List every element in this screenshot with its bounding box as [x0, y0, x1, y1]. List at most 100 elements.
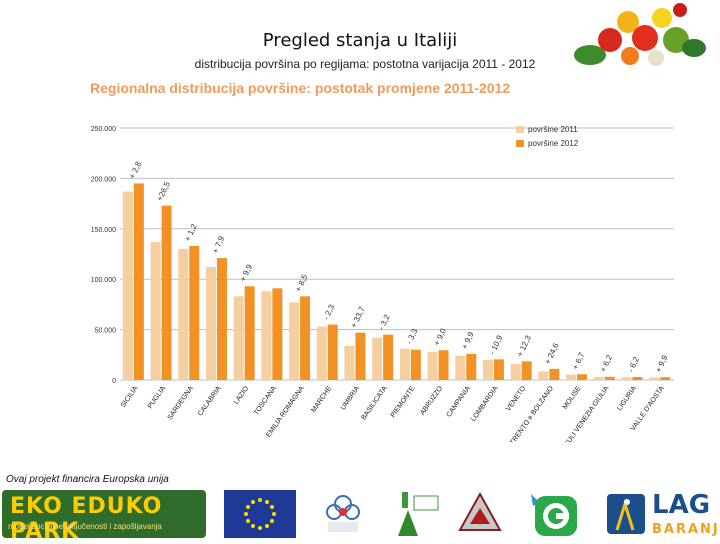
data-label: + 9,9: [654, 353, 670, 374]
bar: [327, 324, 338, 380]
data-label: - 10,9: [488, 333, 505, 356]
bar: [355, 332, 366, 380]
bar: [455, 355, 466, 380]
data-label: + 6,2: [598, 353, 614, 374]
flower-logo: [326, 495, 360, 532]
bar: [593, 376, 604, 380]
data-label: + 12,3: [515, 334, 533, 359]
bar: [300, 296, 311, 380]
eko-eduko-park-logo: EKO EDUKO PARK model socijalne uključeno…: [2, 490, 206, 544]
lag-logo-title: LAG: [652, 490, 711, 520]
eu-funding-note: Ovaj projekt financira Europska unija: [6, 474, 169, 485]
bar: [161, 205, 172, 380]
bar: [649, 377, 660, 380]
y-tick-label: 0: [112, 378, 116, 385]
data-label: - 3,2: [377, 313, 392, 332]
bar: [660, 377, 671, 380]
bar: [510, 363, 521, 380]
bar: [133, 183, 144, 380]
x-tick-label: MOLISE: [562, 385, 583, 411]
x-tick-label: PUGLIA: [147, 385, 168, 410]
lag-logo-subtitle: BARANJA: [652, 522, 720, 537]
x-tick-label: LAZIO: [233, 385, 251, 406]
bar: [493, 359, 504, 380]
page-title: Pregled stanja u Italiji: [262, 30, 458, 51]
bar: [482, 359, 493, 380]
bar: [122, 191, 133, 380]
data-label: - 2,3: [321, 303, 336, 322]
bar: [621, 377, 632, 380]
bar: [466, 353, 477, 380]
data-label: + 8,5: [294, 273, 310, 294]
x-tick-label: UMBRIA: [340, 385, 362, 412]
x-tick-label: SICILIA: [120, 385, 140, 409]
bar: [438, 350, 449, 380]
data-label: - 6,2: [626, 355, 641, 374]
bar: [399, 348, 410, 380]
x-tick-label: TOSCANA: [253, 385, 278, 417]
data-label: + 7,9: [211, 234, 227, 255]
eko-logo-subtitle: model socijalne uključenosti i zapošljav…: [8, 522, 162, 531]
data-label: + 2,8: [128, 160, 144, 181]
data-label: +26,5: [155, 180, 172, 203]
data-label: + 6,7: [571, 350, 587, 371]
bar: [538, 371, 549, 380]
vegetables-image: [574, 3, 706, 66]
data-label: + 9,9: [460, 330, 476, 351]
x-tick-label: BASILICATA: [360, 385, 389, 422]
legend-label: površine 2012: [528, 139, 579, 148]
crest-logo: [458, 491, 502, 531]
bar: [521, 361, 532, 380]
bar: [205, 267, 216, 380]
bar: [233, 296, 244, 380]
eko-logo-title: EKO EDUKO PARK: [10, 494, 163, 544]
legend-swatch: [516, 140, 524, 147]
data-label: + 24,6: [543, 341, 561, 366]
bar: [316, 326, 327, 380]
x-tick-label: VENETO: [505, 385, 527, 413]
y-tick-label: 50.000: [95, 328, 117, 335]
bar: [577, 374, 588, 380]
y-tick-label: 150.000: [91, 227, 116, 234]
y-tick-label: 250.000: [91, 126, 116, 133]
x-tick-label: SARDEGNA: [167, 385, 195, 421]
bar: [189, 245, 200, 380]
bar: [549, 368, 560, 380]
bar-chart: 0 50.000 100.000 150.000 200.000 250.000 + 2,8…: [91, 125, 674, 442]
x-tick-label: LOMBARDIA: [470, 385, 500, 423]
bar: [261, 291, 272, 380]
bar: [289, 302, 300, 380]
bar: [383, 334, 394, 380]
lag-baranja-logo: [607, 494, 645, 534]
legend-swatch: [516, 126, 524, 133]
page-subtitle: distribucija površina po regijama: posto…: [194, 57, 536, 71]
data-label: + 1,2: [183, 222, 199, 243]
bar: [372, 337, 383, 380]
x-tick-label: LIGURIA: [616, 385, 638, 412]
data-label: + 9,9: [238, 262, 254, 283]
x-tick-label: CALABRIA: [197, 385, 223, 418]
bar: [216, 258, 227, 380]
x-tick-label: FRIULI VENEZIA GIULIA: [560, 385, 611, 442]
bar: [604, 376, 615, 380]
x-tick-label: ABRUZZO: [419, 385, 444, 417]
y-tick-label: 200.000: [91, 176, 116, 183]
y-tick-label: 100.000: [91, 277, 116, 284]
bar: [427, 351, 438, 380]
bar: [632, 376, 643, 380]
x-tick-label: MARCHE: [310, 385, 333, 414]
bar: [272, 288, 283, 380]
x-tick-label: P.A. TRENTO e BOLZANO: [501, 385, 555, 442]
poljoprivredni-logo: [398, 492, 439, 536]
x-tick-label: PIEMONTE: [390, 385, 417, 419]
eu-flag-logo: [224, 490, 296, 538]
bar: [344, 345, 355, 380]
bar: [244, 286, 255, 380]
bar: [178, 248, 189, 380]
bar: [566, 374, 577, 380]
bar: [150, 241, 161, 380]
legend-label: površine 2011: [528, 125, 578, 134]
x-tick-label: CAMPANIA: [445, 385, 472, 419]
bar: [410, 349, 421, 380]
green-e-logo: [531, 494, 577, 536]
